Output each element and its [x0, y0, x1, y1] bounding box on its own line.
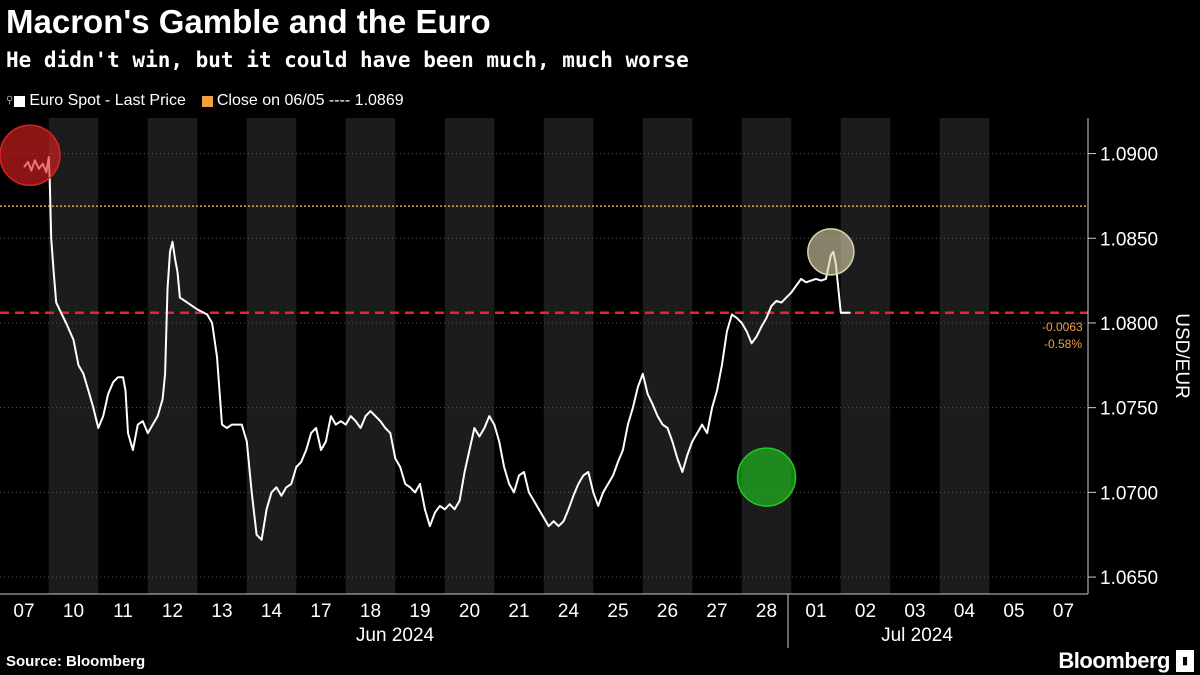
x-tick-label: 18 [360, 601, 381, 622]
y-tick-label: 1.0900 [1100, 145, 1158, 166]
pin-icon: ⚲ [6, 95, 14, 106]
y-tick-labels: 1.0900 1.0850 1.0800 1.0750 1.0700 1.0650 [1100, 145, 1158, 589]
day-bands [48, 118, 990, 594]
day-band [147, 118, 198, 594]
highlight-markers [0, 124, 855, 507]
x-tick-label: 13 [211, 601, 232, 622]
day-band [741, 118, 792, 594]
x-tick-label: 20 [459, 601, 480, 622]
source-note: Source: Bloomberg [6, 653, 146, 670]
day-band [345, 118, 396, 594]
day-band [444, 118, 495, 594]
grid-lines [0, 153, 1088, 578]
x-tick-label: 02 [855, 601, 876, 622]
month-labels: Jun 2024 Jul 2024 [356, 625, 953, 646]
legend-item-spot: ⚲ Euro Spot - Last Price [6, 91, 186, 111]
legend-swatch-white [14, 95, 26, 107]
marker-beige [807, 228, 855, 276]
day-band [48, 118, 99, 594]
y-tick-label: 1.0750 [1100, 399, 1158, 420]
x-tick-label: 14 [261, 601, 283, 622]
brand-logo: Bloomberg [1058, 648, 1170, 673]
x-tick-label: 11 [113, 601, 133, 622]
day-band [642, 118, 693, 594]
x-tick-label: 12 [162, 601, 183, 622]
chart-title: Macron's Gamble and the Euro [6, 3, 491, 40]
y-tick-label: 1.0800 [1100, 314, 1158, 335]
month-label: Jul 2024 [881, 625, 953, 646]
y-axis-label: USD/EUR [1171, 313, 1192, 399]
legend-swatch-orange [201, 95, 213, 107]
x-tick-label: 28 [756, 601, 777, 622]
day-band [840, 118, 891, 594]
x-tick-label: 04 [954, 601, 976, 622]
x-tick-label: 27 [706, 601, 727, 622]
y-tick-label: 1.0700 [1100, 483, 1158, 504]
x-tick-label: 03 [904, 601, 925, 622]
day-band [246, 118, 297, 594]
y-tick-label: 1.0850 [1100, 229, 1158, 250]
day-band [939, 118, 990, 594]
x-tick-label: 17 [310, 601, 331, 622]
day-band [543, 118, 594, 594]
legend-item-close: Close on 06/05 ---- 1.0869 [201, 91, 404, 111]
last-change-pct: -0.58% [1044, 337, 1082, 351]
x-tick-labels: 07 10 11 12 13 14 17 18 19 20 21 24 25 26 27 28 01 02 03 04… [13, 601, 1074, 622]
x-tick-label: 21 [508, 601, 529, 622]
x-tick-label: 05 [1003, 601, 1024, 622]
x-tick-label: 07 [1053, 601, 1074, 622]
last-change-abs: -0.0063 [1042, 320, 1083, 334]
x-tick-label: 19 [409, 601, 430, 622]
x-tick-label: 01 [805, 601, 826, 622]
x-tick-label: 26 [657, 601, 678, 622]
bookmark-icon: ▮ [1176, 650, 1194, 672]
legend-label-close: Close on 06/05 ---- 1.0869 [216, 92, 404, 109]
axes [0, 118, 1096, 648]
month-label: Jun 2024 [356, 625, 435, 646]
x-tick-label: 10 [63, 601, 84, 622]
chart-subtitle: He didn't win, but it could have been mu… [6, 48, 689, 72]
x-tick-label: 24 [558, 601, 580, 622]
marker-green [736, 447, 797, 507]
x-tick-label: 25 [607, 601, 628, 622]
x-tick-label: 07 [13, 601, 34, 622]
legend-label-spot: Euro Spot - Last Price [29, 92, 186, 109]
y-tick-label: 1.0650 [1100, 568, 1158, 589]
legend: ⚲ Euro Spot - Last Price Close on 06/05 … [6, 91, 420, 111]
marker-red [0, 124, 61, 187]
series-line [23, 156, 851, 541]
